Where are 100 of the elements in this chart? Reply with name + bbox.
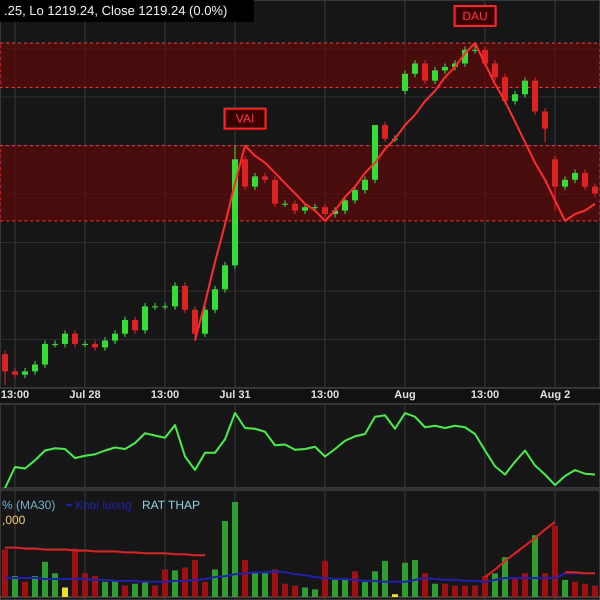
candlestick	[412, 60, 418, 78]
candlestick	[422, 60, 428, 85]
candlestick	[42, 340, 48, 368]
bar	[472, 586, 478, 597]
candlestick	[212, 285, 218, 314]
bar	[252, 573, 258, 597]
candlestick	[302, 203, 308, 214]
candlestick	[72, 330, 78, 348]
bar	[182, 568, 188, 597]
bar	[152, 586, 158, 597]
bar	[422, 573, 428, 597]
bar	[92, 576, 98, 597]
x-tick-label: 13:00	[150, 389, 180, 401]
x-tick-label: 13:00	[470, 389, 500, 401]
bar	[62, 588, 68, 597]
candlestick	[222, 261, 228, 294]
candlestick	[432, 66, 438, 85]
annotation: DAU	[462, 9, 488, 23]
bar	[172, 570, 178, 597]
bar	[192, 560, 198, 597]
bar	[232, 502, 238, 597]
bar	[372, 571, 378, 597]
annotation: VAI	[236, 112, 254, 126]
x-tick-label: Aug	[394, 389, 416, 401]
candlestick	[62, 330, 68, 348]
candlestick	[2, 350, 8, 386]
bar	[592, 586, 598, 597]
candlestick	[522, 76, 528, 98]
bar	[572, 582, 578, 597]
bar	[292, 586, 298, 597]
candlestick	[92, 340, 98, 352]
bar	[462, 586, 468, 597]
candlestick	[112, 330, 118, 344]
candlestick	[32, 360, 38, 376]
candlestick	[292, 200, 298, 214]
bar	[52, 573, 58, 597]
bar	[112, 580, 118, 597]
bar	[382, 560, 388, 597]
bar	[562, 580, 568, 597]
bar	[242, 560, 248, 597]
x-tick-label: Aug 2	[540, 389, 570, 401]
bar	[272, 569, 278, 597]
candlestick	[122, 316, 128, 338]
candlestick	[402, 70, 408, 95]
bar	[452, 586, 458, 597]
bar	[212, 569, 218, 597]
bar	[492, 573, 498, 597]
bar	[312, 589, 318, 597]
bar	[302, 588, 308, 597]
candlestick	[362, 176, 368, 194]
candlestick	[182, 282, 188, 314]
bar	[442, 584, 448, 597]
bar	[222, 521, 228, 597]
bar	[332, 580, 338, 597]
bar	[142, 582, 148, 597]
x-tick-label: Jul 31	[219, 389, 251, 401]
legend-label: Khoi luong	[75, 498, 132, 512]
bar	[522, 573, 528, 597]
candlestick	[382, 121, 388, 143]
candlestick	[142, 302, 148, 334]
candlestick	[272, 176, 278, 208]
x-tick-label: Jul 28	[69, 389, 101, 401]
candlestick	[592, 182, 598, 198]
bar	[202, 582, 208, 597]
candlestick	[502, 73, 508, 106]
candlestick	[352, 186, 358, 204]
x-tick-label: 13:00	[310, 389, 340, 401]
bar	[542, 573, 548, 597]
bar	[532, 535, 538, 597]
candlestick	[342, 196, 348, 214]
bar	[282, 584, 288, 597]
bar	[42, 562, 48, 597]
bar	[412, 560, 418, 597]
bar	[262, 573, 268, 597]
bar	[72, 548, 78, 597]
bar	[392, 594, 398, 597]
bar	[102, 582, 108, 597]
bar	[322, 560, 328, 597]
candlestick	[252, 172, 258, 191]
candlestick	[202, 306, 208, 338]
bar	[122, 586, 128, 597]
candlestick	[172, 282, 178, 310]
bar	[2, 550, 8, 597]
bar	[162, 569, 168, 597]
candlestick	[492, 60, 498, 82]
x-tick-label: 13:00	[0, 389, 30, 401]
bar	[512, 578, 518, 597]
bar	[432, 584, 438, 597]
candlestick	[512, 90, 518, 106]
candlestick	[442, 63, 448, 74]
candlestick	[542, 107, 548, 143]
annotation: % (MA30)	[2, 498, 56, 512]
candlestick	[572, 169, 578, 184]
bar	[362, 582, 368, 597]
text: .25, Lo 1219.24, Close 1219.24 (0.0%)	[4, 3, 228, 18]
bar	[22, 582, 28, 597]
annotation: RAT THAP	[142, 498, 200, 512]
candlestick	[262, 172, 268, 184]
candlestick	[102, 336, 108, 352]
candlestick	[132, 316, 138, 334]
